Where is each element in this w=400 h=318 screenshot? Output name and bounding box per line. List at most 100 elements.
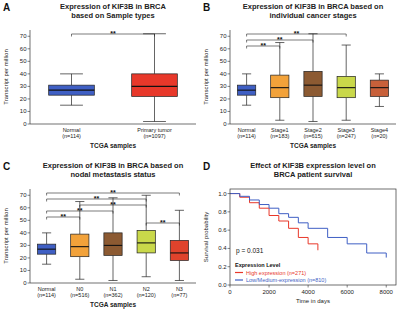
x-tick-label: Normal(n=114) — [62, 127, 81, 139]
chart-title: Effect of KIF3B expression level onBRCA … — [250, 161, 376, 179]
lower-whisker — [60, 95, 83, 105]
y-tick-label: 10 — [220, 108, 227, 114]
y-tick — [228, 285, 231, 286]
y-tick-label: 0 — [23, 280, 27, 286]
y-tick — [228, 124, 231, 125]
y-tick — [28, 220, 31, 221]
y-tick-label: 0.2 — [218, 264, 227, 270]
x-tick-label: 0 — [228, 289, 232, 295]
y-tick-label: 70 — [20, 192, 27, 198]
upper-whisker — [242, 74, 251, 85]
y-tick — [228, 193, 231, 194]
y-tick — [228, 248, 231, 249]
x-tick-label: Normal(n=114) — [237, 127, 256, 139]
y-tick — [28, 207, 31, 208]
y-tick — [28, 98, 31, 99]
x-tick-label: Stage4(n=20) — [371, 127, 388, 139]
x-tick — [308, 285, 309, 288]
median — [304, 85, 322, 86]
x-tick-label: Normal(n=114) — [37, 286, 56, 298]
x-axis-label: TCGA samples — [90, 142, 136, 150]
y-tick-label: 50 — [20, 58, 27, 64]
y-axis-label: Transcript per million — [203, 49, 209, 104]
significance-label: ** — [294, 30, 300, 37]
significance-label: ** — [94, 195, 100, 202]
box — [132, 74, 178, 97]
significance-label: ** — [160, 219, 166, 226]
x-tick-label: Stage2(n=615) — [303, 127, 322, 139]
lower-whisker — [142, 253, 151, 277]
figure: AExpression of KIF3B in BRCAbased on Sam… — [0, 0, 400, 318]
median — [71, 246, 89, 247]
chart-title: Expression of KIF3B in BRCAbased on Samp… — [60, 2, 166, 20]
lower-whisker — [175, 260, 184, 280]
y-tick — [28, 124, 31, 125]
x-tick-label: N3(n=77) — [171, 286, 187, 298]
y-tick-label: 0.0 — [218, 282, 227, 288]
x-tick-label: 4000 — [301, 289, 315, 295]
p-value: p = 0.031 — [236, 247, 264, 255]
y-tick — [28, 86, 31, 87]
upper-whisker — [143, 34, 166, 74]
box — [237, 85, 255, 95]
y-axis — [30, 189, 31, 283]
plot-area — [49, 34, 178, 122]
chart-title: Expression of KIF3B in BRCA based onnoda… — [43, 161, 184, 179]
y-tick — [228, 48, 231, 49]
y-tick-label: 0 — [223, 121, 227, 127]
lower-whisker — [42, 254, 51, 264]
legend-swatch — [235, 272, 243, 273]
lower-whisker — [275, 98, 284, 121]
y-tick — [28, 195, 31, 196]
x-axis — [30, 124, 196, 125]
y-tick — [228, 211, 231, 212]
y-tick-label: 1.0 — [218, 191, 227, 197]
y-tick-label: 10 — [20, 108, 27, 114]
box — [370, 80, 388, 96]
y-tick-label: 0.6 — [218, 227, 227, 233]
significance-label: ** — [77, 207, 83, 214]
y-axis — [30, 30, 31, 124]
x-tick-label: Stage3(n=247) — [337, 127, 356, 139]
median — [271, 87, 289, 88]
y-tick-label: 10 — [20, 267, 27, 273]
median — [132, 86, 178, 87]
lower-whisker — [375, 96, 384, 106]
plot-frame — [230, 189, 396, 285]
y-tick — [228, 73, 231, 74]
y-tick — [228, 86, 231, 87]
x-tick-label: Stage1(n=183) — [270, 127, 289, 139]
box — [337, 76, 355, 97]
x-tick — [230, 285, 231, 288]
y-tick — [28, 73, 31, 74]
x-tick-label: N2(n=120) — [137, 286, 156, 298]
y-tick — [28, 111, 31, 112]
median — [104, 245, 122, 246]
x-tick — [269, 285, 270, 288]
y-axis — [230, 30, 231, 124]
x-tick-label: 8000 — [380, 289, 394, 295]
upper-whisker — [108, 198, 117, 233]
box — [49, 85, 95, 95]
significance-label: ** — [110, 189, 116, 196]
x-tick-label: N0(n=516) — [70, 286, 89, 298]
box — [71, 234, 89, 257]
x-axis — [30, 283, 196, 284]
y-tick-label: 20 — [220, 96, 227, 102]
y-tick — [228, 98, 231, 99]
significance-label: ** — [110, 30, 116, 37]
panel-label: C — [3, 161, 10, 172]
median — [370, 87, 388, 88]
box — [137, 230, 155, 253]
upper-whisker — [308, 34, 317, 72]
y-tick — [228, 36, 231, 37]
chart-title: Expression of KIF3B in BRCA based onindi… — [243, 2, 384, 20]
y-tick — [28, 36, 31, 37]
median — [237, 90, 255, 91]
significance-label: ** — [260, 42, 266, 49]
legend-entry: High expression (n=271) — [246, 270, 306, 276]
survival-curve — [230, 194, 318, 251]
median — [137, 242, 155, 243]
y-axis-label: Transcript per million — [3, 208, 9, 263]
y-tick — [28, 48, 31, 49]
